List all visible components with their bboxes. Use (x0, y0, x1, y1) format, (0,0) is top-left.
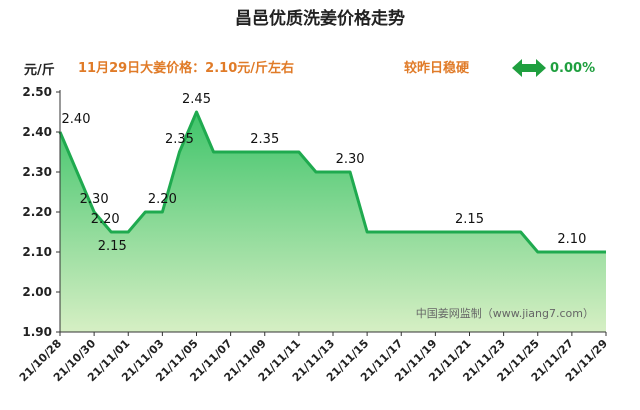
y-tick-label: 2.10 (22, 245, 52, 259)
data-label: 2.30 (80, 192, 109, 207)
data-label: 2.40 (62, 112, 91, 127)
price-note: 11月29日大姜价格：2.10元/斤左右 (78, 60, 294, 76)
y-tick-label: 2.30 (22, 165, 52, 179)
data-label: 2.45 (182, 92, 211, 107)
area-layer (58, 110, 606, 332)
y-tick-label: 2.40 (22, 125, 52, 139)
trend-text: 较昨日稳硬 (404, 60, 470, 76)
double-arrow-icon (512, 59, 546, 77)
data-labels: 2.40 2.30 2.20 2.15 2.20 2.35 2.45 2.35 2.30 2.15… (62, 92, 587, 254)
watermark: 中国姜网监制（www.jiang7.com） (416, 306, 594, 320)
data-label: 2.30 (336, 152, 365, 167)
y-tick-label: 1.90 (22, 325, 52, 339)
price-line (58, 110, 606, 254)
data-label: 2.20 (148, 192, 177, 207)
y-tick-label: 2.50 (22, 85, 52, 99)
y-axis-unit: 元/斤 (24, 62, 55, 78)
y-tick-label: 2.00 (22, 285, 52, 299)
data-label: 2.20 (91, 212, 120, 227)
y-tick-label: 2.20 (22, 205, 52, 219)
change-percent: 0.00% (550, 61, 595, 76)
data-label: 2.15 (455, 212, 484, 227)
price-area (60, 112, 606, 332)
data-label: 2.15 (98, 239, 127, 254)
chart-title: 昌邑优质洗姜价格走势 (235, 8, 405, 29)
data-label: 2.35 (250, 132, 279, 147)
data-label: 2.10 (557, 232, 586, 247)
data-label: 2.35 (165, 132, 194, 147)
